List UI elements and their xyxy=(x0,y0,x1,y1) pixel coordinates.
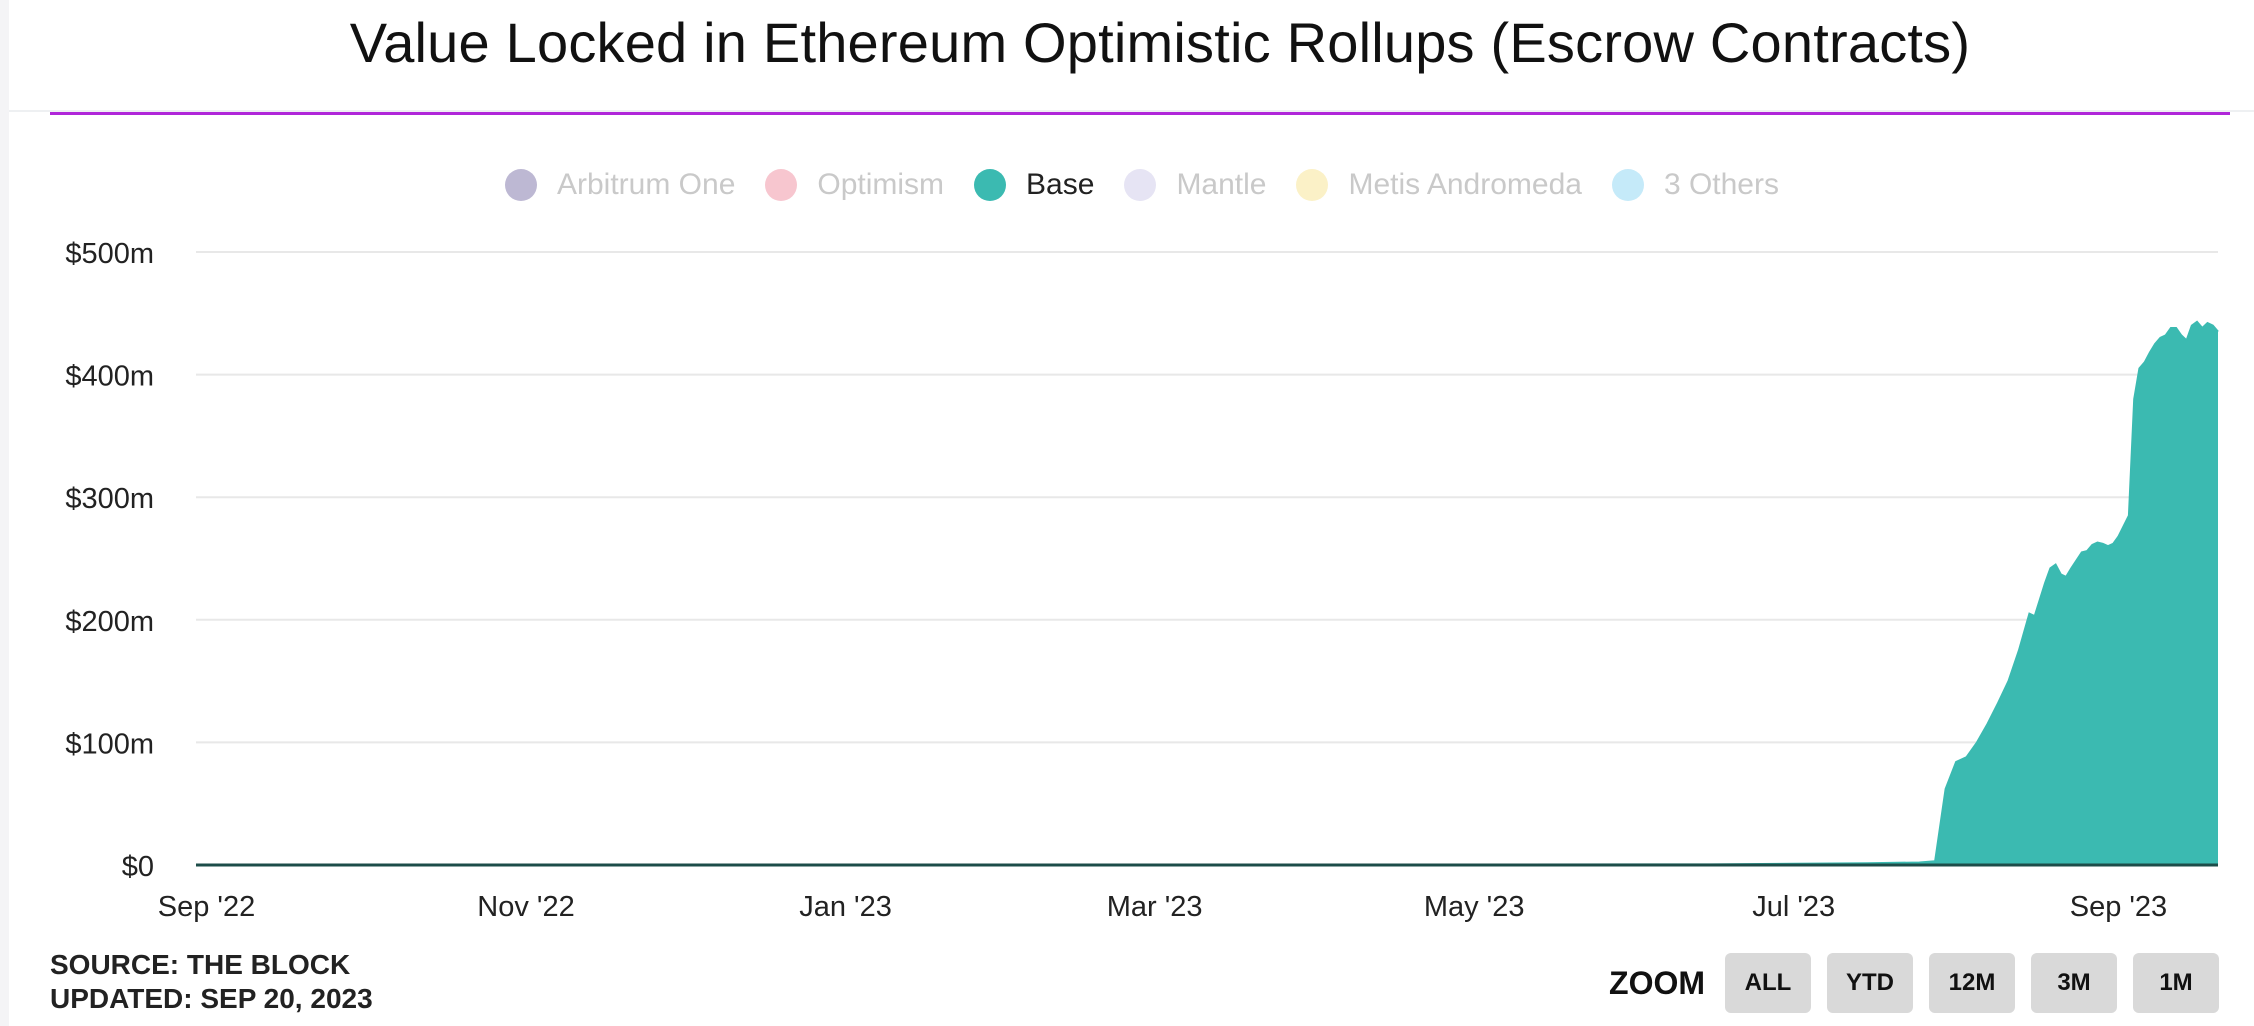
x-tick-label: Sep '22 xyxy=(158,891,255,923)
x-tick-label: Nov '22 xyxy=(477,891,574,923)
legend-label: 3 Others xyxy=(1663,168,1779,201)
source-note: SOURCE: THE BLOCK UPDATED: SEP 20, 2023 xyxy=(50,948,373,1016)
x-tick-label: Jul '23 xyxy=(1752,891,1835,923)
source-text: SOURCE: THE BLOCK xyxy=(50,949,351,980)
zoom-ytd-button[interactable]: YTD xyxy=(1827,953,1913,1013)
legend-label: Optimism xyxy=(817,168,945,201)
series-area-base xyxy=(196,321,2218,865)
legend-label: Metis Andromeda xyxy=(1348,168,1582,201)
legend-item-3-others[interactable]: 3 Others xyxy=(1611,168,1779,202)
y-tick-label: $400m xyxy=(65,361,154,393)
y-tick-label: $100m xyxy=(65,728,154,760)
zoom-controls: ZOOM ALL YTD 12M 3M 1M xyxy=(1609,953,2219,1013)
series-line-base xyxy=(195,320,2219,866)
y-tick-label: $500m xyxy=(65,238,154,270)
x-tick-label: Mar '23 xyxy=(1107,891,1203,923)
legend-item-base[interactable]: Base xyxy=(974,168,1094,202)
legend-label: Mantle xyxy=(1176,168,1267,201)
x-tick-label: May '23 xyxy=(1424,891,1525,923)
chart-title: Value Locked in Ethereum Optimistic Roll… xyxy=(349,11,1971,74)
zoom-1m-button[interactable]: 1M xyxy=(2133,953,2219,1013)
legend-dot-icon xyxy=(1611,169,1644,201)
zoom-label: ZOOM xyxy=(1609,964,1705,1001)
legend-dot-icon xyxy=(1296,169,1329,201)
legend-dot-icon xyxy=(504,169,537,201)
chart-plot: $0 $100m $200m $300m $400m $500m Sep '22 Nov '2… xyxy=(65,238,2219,923)
legend-item-arbitrum-one[interactable]: Arbitrum One xyxy=(504,168,736,202)
zoom-all-button[interactable]: ALL xyxy=(1725,953,1811,1013)
legend-item-metis-andromeda[interactable]: Metis Andromeda xyxy=(1296,168,1582,202)
title-accent-rule xyxy=(50,112,2230,115)
legend-label: Base xyxy=(1026,168,1095,201)
legend-item-optimism[interactable]: Optimism xyxy=(765,168,944,202)
updated-text: UPDATED: SEP 20, 2023 xyxy=(50,983,373,1014)
y-tick-label: $200m xyxy=(65,606,154,638)
y-tick-label: $0 xyxy=(122,851,154,883)
x-tick-label: Jan '23 xyxy=(799,891,892,923)
left-edge-strip xyxy=(0,0,9,1026)
legend-dot-icon xyxy=(974,169,1007,201)
x-tick-label: Sep '23 xyxy=(2070,891,2167,923)
title-underline-shadow xyxy=(9,110,2254,112)
legend-dot-icon xyxy=(1124,169,1157,201)
zoom-12m-button[interactable]: 12M xyxy=(1929,953,2015,1013)
legend-label: Arbitrum One xyxy=(556,168,736,201)
zoom-3m-button[interactable]: 3M xyxy=(2031,953,2117,1013)
y-tick-label: $300m xyxy=(65,483,154,515)
chart-legend: Arbitrum One Optimism Base Mantle Metis … xyxy=(0,168,2254,202)
legend-item-mantle[interactable]: Mantle xyxy=(1124,168,1266,202)
legend-dot-icon xyxy=(765,169,798,201)
